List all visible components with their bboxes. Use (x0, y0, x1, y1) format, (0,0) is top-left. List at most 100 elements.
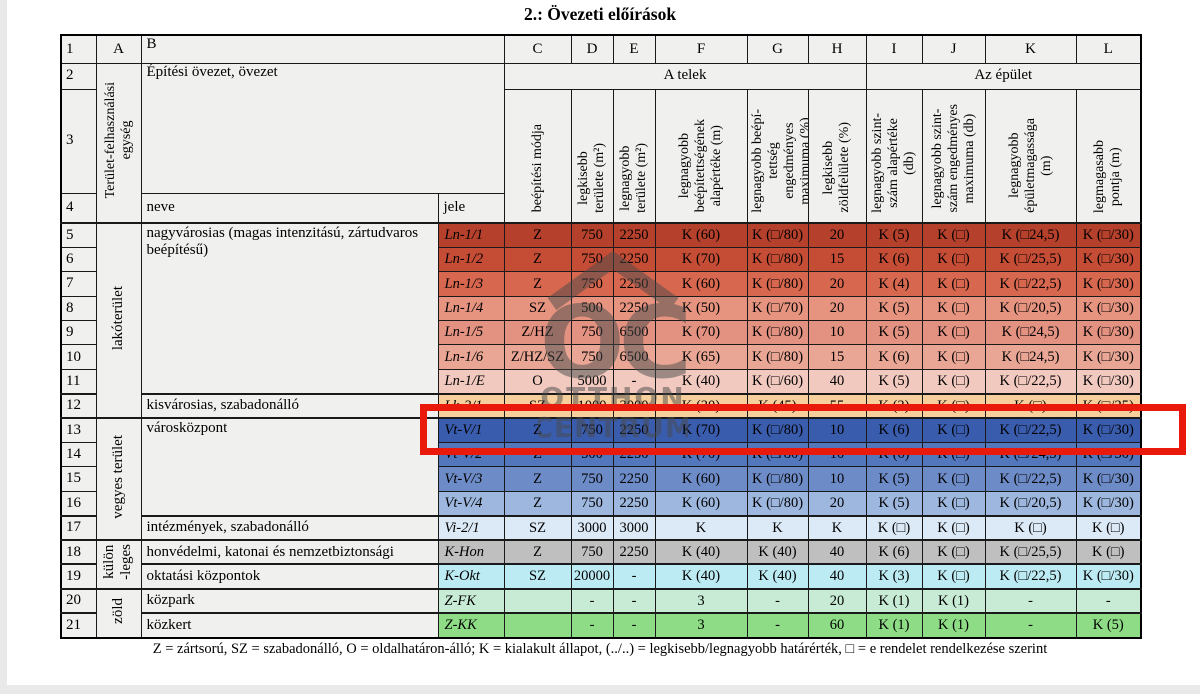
value-cell: 20 (807, 221, 867, 248)
value-cell: K (5) (865, 295, 923, 322)
value-cell: K (60) (654, 466, 748, 492)
value-cell: K (□/22,5) (984, 417, 1077, 444)
value-cell: SZ (503, 563, 572, 590)
value-cell: 3 (654, 612, 748, 639)
value-cell: K (30) (654, 392, 748, 419)
row-number: 6 (60, 246, 97, 273)
row-number: 21 (60, 612, 97, 639)
value-cell: K (□/80) (746, 490, 809, 517)
value-cell: SZ (503, 392, 572, 419)
value-cell: K (□24,5) (984, 221, 1077, 248)
row-number: 13 (60, 417, 97, 444)
value-cell: K (40) (654, 539, 748, 565)
table-row: 5 lakóterület nagyvárosias (magas intenzit… (60, 221, 1142, 419)
value-cell: 500 (570, 442, 614, 468)
table-row: 11 Ln-1/E O 5000- K (40) K (□/60) 40 K (5) K (□)… (60, 368, 1142, 395)
zone-name-cell: városközpont (140, 417, 439, 517)
value-cell: K (1) (865, 587, 923, 614)
value-cell: K (□) (865, 514, 923, 541)
row-number: 7 (60, 271, 97, 297)
col-header-label: beépítési módja (529, 124, 545, 213)
zone-name-cell: honvédelmi, katonai és nemzetbiztonsági (140, 539, 439, 565)
value-cell: 3000 (612, 514, 656, 541)
value-cell: K (□/30) (1075, 320, 1142, 346)
col-letter-i: I (865, 34, 923, 64)
zone-name-cell: oktatási központok (140, 563, 439, 590)
col-letter-d: D (570, 34, 614, 64)
value-cell: K (□/30) (1075, 246, 1142, 273)
col-header-max-area: legnagyobb területe (m²) (612, 88, 656, 224)
value-cell: 1000 (570, 392, 614, 419)
value-cell: 750 (570, 466, 614, 492)
neve-header: neve (140, 192, 439, 224)
col-header-min-green: legkisebb zöldfelülete (%) (807, 88, 867, 224)
value-cell: Z/HZ (503, 320, 572, 346)
value-cell: 6500 (612, 320, 656, 346)
value-cell: K (□) (921, 539, 986, 565)
value-cell: K (6) (865, 442, 923, 468)
value-cell: 10 (807, 417, 867, 444)
row-number: 3 (60, 88, 97, 194)
value-cell: 10 (807, 320, 867, 346)
value-cell: Z (503, 490, 572, 517)
value-cell: K (□/30) (1075, 271, 1142, 297)
value-cell: K (70) (654, 246, 748, 273)
land-use-unit-header: Terület-felhasználási egység (95, 62, 142, 224)
value-cell: - (570, 587, 614, 614)
value-cell: K (5) (865, 466, 923, 492)
value-cell: K (6) (865, 344, 923, 370)
value-cell: K (3) (865, 392, 923, 419)
col-header-label: legmagasabb pontja (m) (1092, 139, 1124, 213)
value-cell: 6500 (612, 344, 656, 370)
col-header-label: legkisebb területe (m²) (576, 142, 608, 213)
value-cell: - (984, 612, 1077, 639)
value-cell: K (□/80) (746, 246, 809, 273)
value-cell: 750 (570, 320, 614, 346)
value-cell: - (612, 612, 656, 639)
value-cell: K (□/30) (1075, 466, 1142, 492)
row-number: 20 (60, 587, 97, 614)
zone-code-cell: Lk-2/1 (437, 392, 505, 419)
value-cell: K (□/25,5) (984, 539, 1077, 565)
col-header-max-storeys-base: legnagyobb szint- szám alapértéke (db) (865, 88, 923, 224)
value-cell: K (□) (1075, 539, 1142, 565)
col-header-max-building-height: legnagyobb épületmagassága (m) (984, 88, 1077, 224)
value-cell: K (□/22,5) (984, 466, 1077, 492)
value-cell: 750 (570, 344, 614, 370)
row-number: 2 (60, 62, 97, 90)
value-cell: K (70) (654, 417, 748, 444)
value-cell: K (□) (921, 295, 986, 322)
value-cell: K (4) (865, 271, 923, 297)
value-cell: K (40) (654, 563, 748, 590)
value-cell: K (□) (921, 344, 986, 370)
value-cell: 2250 (612, 246, 656, 273)
value-cell: - (612, 563, 656, 590)
row-number: 12 (60, 392, 97, 419)
value-cell: - (570, 612, 614, 639)
value-cell: K (□) (921, 490, 986, 517)
col-header-label: legkisebb zöldfelülete (%) (821, 122, 853, 213)
zone-header: Építési övezet, övezet (140, 62, 505, 194)
table-row: 10 Ln-1/6 Z/HZ/SZ 750 6500 K (65) K (□/80) 15 K … (60, 344, 1142, 370)
value-cell: 40 (807, 539, 867, 565)
col-header-max-coverage-base: legnagyobb beépítettségének alapértéke (… (654, 88, 748, 224)
row-number: 5 (60, 221, 97, 248)
value-cell: 15 (807, 344, 867, 370)
col-letter-a: A (95, 34, 142, 64)
value-cell: SZ (503, 295, 572, 322)
value-cell: 10 (807, 466, 867, 492)
row-number: 16 (60, 490, 97, 517)
value-cell: K (□/30) (1075, 490, 1142, 517)
row-number: 9 (60, 320, 97, 346)
row-number: 10 (60, 344, 97, 370)
col-letter-c: C (503, 34, 572, 64)
value-cell: Z (503, 271, 572, 297)
row-number: 11 (60, 368, 97, 395)
value-cell: 60 (807, 612, 867, 639)
value-cell: - (612, 587, 656, 614)
value-cell: Z (503, 221, 572, 248)
zone-code-cell: K-Hon (437, 539, 505, 565)
value-cell: K (□) (921, 563, 986, 590)
value-cell: 20 (807, 271, 867, 297)
row-number: 1 (60, 34, 97, 64)
